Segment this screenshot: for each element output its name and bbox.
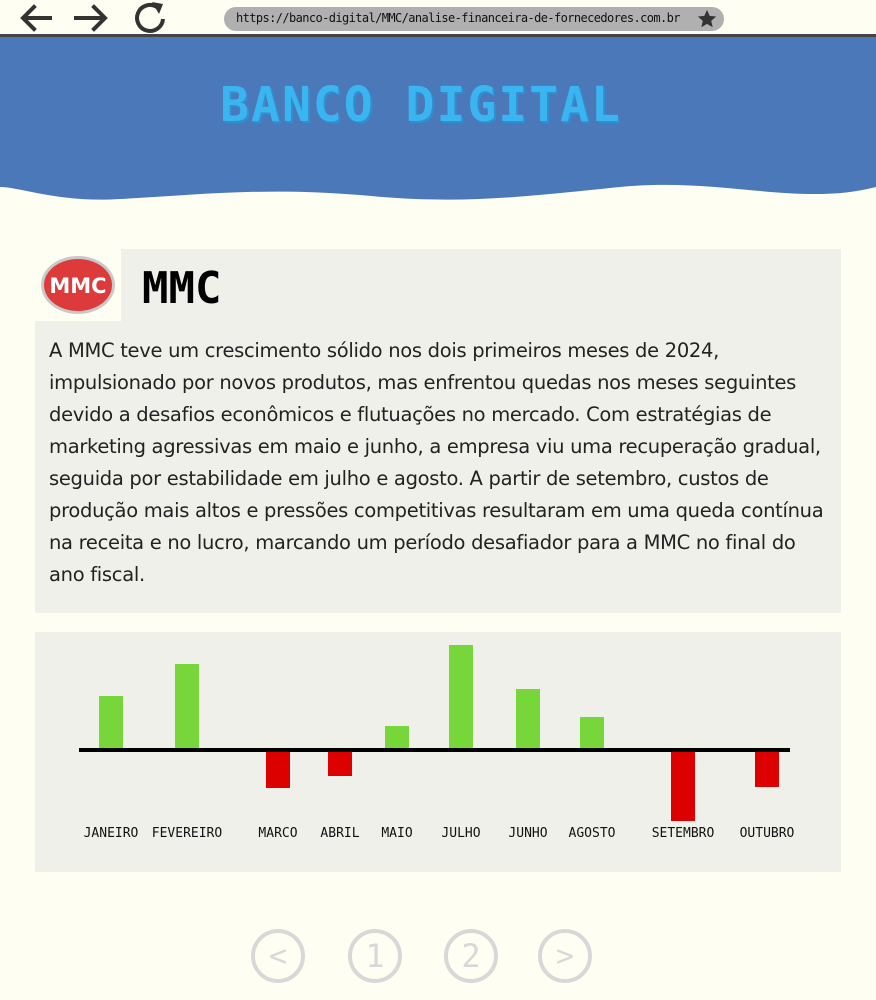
tick-label-setembro: SETEMBRO bbox=[652, 826, 715, 841]
bar-marco bbox=[266, 750, 290, 788]
labels-group: JANEIRO FEVEREIRO MARCO ABRIL MAIO JULHO JUNHO… bbox=[84, 826, 795, 841]
company-logo: MMC bbox=[41, 256, 115, 314]
forward-button[interactable] bbox=[72, 0, 112, 36]
bar-junho bbox=[516, 689, 540, 750]
page-label-1: 1 bbox=[365, 937, 384, 975]
reload-icon bbox=[135, 2, 165, 33]
arrow-right-icon bbox=[74, 4, 108, 32]
bar-fevereiro bbox=[175, 664, 199, 750]
banner-wave-shape bbox=[0, 37, 876, 200]
chart-card: JANEIRO FEVEREIRO MARCO ABRIL MAIO JULHO JUNHO… bbox=[35, 632, 841, 872]
bar-setembro bbox=[671, 750, 695, 821]
bar-outubro bbox=[755, 750, 779, 787]
prev-label: < bbox=[269, 939, 287, 974]
bars-group bbox=[99, 645, 779, 821]
tick-label-junho: JUNHO bbox=[508, 826, 547, 841]
tick-label-janeiro: JANEIRO bbox=[84, 826, 139, 841]
prev-page-button[interactable]: < bbox=[250, 928, 306, 984]
site-title: BANCO DIGITAL bbox=[220, 77, 622, 133]
tick-label-marco: MARCO bbox=[258, 826, 297, 841]
url-text: https://banco-digital/MMC/analise-financ… bbox=[236, 11, 680, 25]
page-button-2[interactable]: 2 bbox=[443, 928, 499, 984]
browser-toolbar: https://banco-digital/MMC/analise-financ… bbox=[0, 0, 876, 37]
reload-button[interactable] bbox=[131, 0, 171, 36]
tick-label-agosto: AGOSTO bbox=[569, 826, 616, 841]
company-description: A MMC teve um crescimento sólido nos doi… bbox=[49, 339, 824, 586]
bar-maio bbox=[385, 726, 409, 750]
header-banner: BANCO DIGITAL bbox=[0, 37, 876, 207]
tick-label-julho: JULHO bbox=[441, 826, 480, 841]
back-button[interactable] bbox=[16, 0, 56, 36]
company-name: MMC bbox=[142, 263, 222, 314]
page-label-2: 2 bbox=[461, 937, 480, 975]
bar-julho bbox=[449, 645, 473, 750]
arrow-left-icon bbox=[20, 4, 52, 32]
logo-container: MMC bbox=[35, 249, 121, 321]
page-button-1[interactable]: 1 bbox=[347, 928, 403, 984]
bookmark-star-icon[interactable] bbox=[696, 8, 718, 30]
bar-abril bbox=[328, 750, 352, 776]
next-page-button[interactable]: > bbox=[537, 928, 593, 984]
tick-label-fevereiro: FEVEREIRO bbox=[152, 826, 223, 841]
tick-label-outubro: OUTUBRO bbox=[740, 826, 795, 841]
logo-text: MMC bbox=[49, 274, 106, 298]
company-card: MMC MMC A MMC teve um crescimento sólido… bbox=[35, 249, 841, 613]
bar-agosto bbox=[580, 717, 604, 750]
revenue-bar-chart: JANEIRO FEVEREIRO MARCO ABRIL MAIO JULHO JUNHO… bbox=[79, 645, 795, 841]
address-bar[interactable]: https://banco-digital/MMC/analise-financ… bbox=[224, 7, 724, 31]
tick-label-abril: ABRIL bbox=[320, 826, 359, 841]
next-label: > bbox=[556, 939, 574, 974]
bar-janeiro bbox=[99, 696, 123, 750]
tick-label-maio: MAIO bbox=[381, 826, 412, 841]
